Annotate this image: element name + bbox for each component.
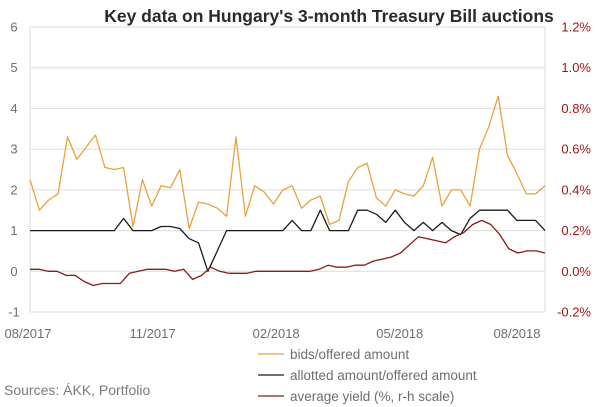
x-tick-label: 11/2017 bbox=[130, 326, 176, 341]
right-tick-label: 0.2% bbox=[561, 223, 591, 238]
legend: bids/offered amount allotted amount/offe… bbox=[258, 347, 477, 404]
right-tick-label: 1.2% bbox=[561, 20, 591, 35]
right-tick-label: 0.0% bbox=[561, 264, 591, 279]
series-line-yield bbox=[30, 219, 546, 287]
left-tick-label: -1 bbox=[8, 305, 20, 320]
left-tick-label: 6 bbox=[10, 20, 17, 35]
legend-label-yield: average yield (%, r-h scale) bbox=[290, 389, 454, 404]
legend-label-allotted: allotted amount/offered amount bbox=[290, 368, 477, 383]
left-tick-label: 2 bbox=[10, 182, 17, 197]
right-tick-label: -0.2% bbox=[557, 305, 591, 320]
right-tick-label: 0.8% bbox=[561, 101, 591, 116]
left-tick-label: 3 bbox=[10, 142, 17, 157]
left-tick-label: 5 bbox=[10, 60, 17, 75]
x-tick-label: 08/2017 bbox=[5, 326, 52, 341]
legend-label-bids: bids/offered amount bbox=[290, 347, 409, 362]
source-note: Sources: ÁKK, Portfolio bbox=[4, 382, 151, 398]
x-tick-label: 05/2018 bbox=[376, 326, 423, 341]
right-y-axis: -0.2% 0.0% 0.2% 0.4% 0.6% 0.8% 1.0% 1.2% bbox=[557, 20, 591, 320]
series-line-allotted bbox=[30, 209, 546, 272]
right-tick-label: 0.6% bbox=[561, 142, 591, 157]
series-lines bbox=[29, 95, 546, 287]
right-tick-label: 0.4% bbox=[561, 182, 591, 197]
left-y-axis: -1 0 1 2 3 4 5 6 bbox=[8, 20, 20, 320]
gridlines bbox=[29, 26, 546, 313]
x-axis: 08/2017 11/2017 02/2018 05/2018 08/2018 bbox=[5, 326, 541, 341]
left-tick-label: 0 bbox=[10, 264, 17, 279]
series-line-bids bbox=[29, 95, 546, 230]
left-tick-label: 1 bbox=[10, 223, 17, 238]
chart-title: Key data on Hungary's 3-month Treasury B… bbox=[104, 6, 554, 26]
x-tick-label: 02/2018 bbox=[253, 326, 300, 341]
left-tick-label: 4 bbox=[10, 101, 17, 116]
right-tick-label: 1.0% bbox=[561, 60, 591, 75]
x-tick-label: 08/2018 bbox=[494, 326, 541, 341]
